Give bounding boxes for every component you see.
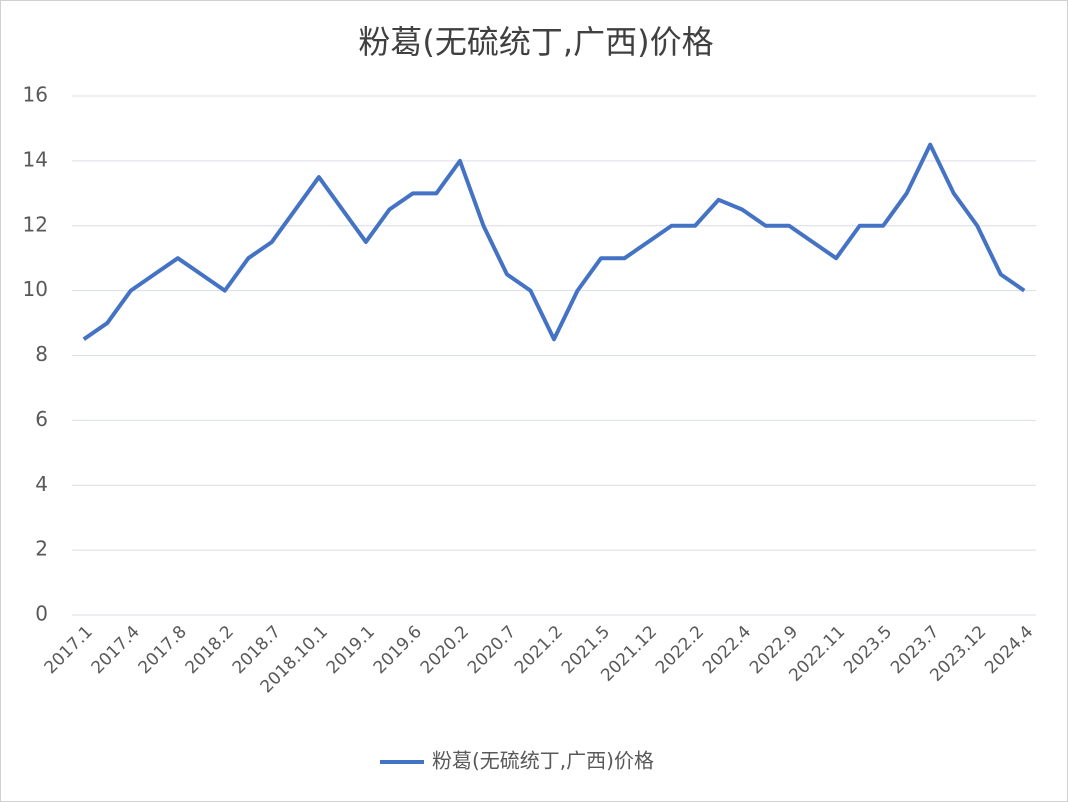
line: [82, 142, 1026, 342]
y-tick-label: 16: [23, 83, 48, 107]
y-tick-label: 4: [35, 472, 48, 496]
y-tick-label: 0: [35, 602, 48, 626]
y-tick-label: 8: [35, 342, 48, 366]
y-tick-label: 10: [23, 277, 48, 301]
y-tick-label: 2: [35, 537, 48, 561]
y-tick-label: 12: [23, 212, 48, 236]
legend-label: 粉葛(无硫统丁,广西)价格: [432, 749, 654, 773]
y-tick-label: 14: [23, 147, 48, 171]
chart-title: 粉葛(无硫统丁,广西)价格: [358, 23, 713, 61]
y-tick-label: 6: [35, 407, 48, 431]
